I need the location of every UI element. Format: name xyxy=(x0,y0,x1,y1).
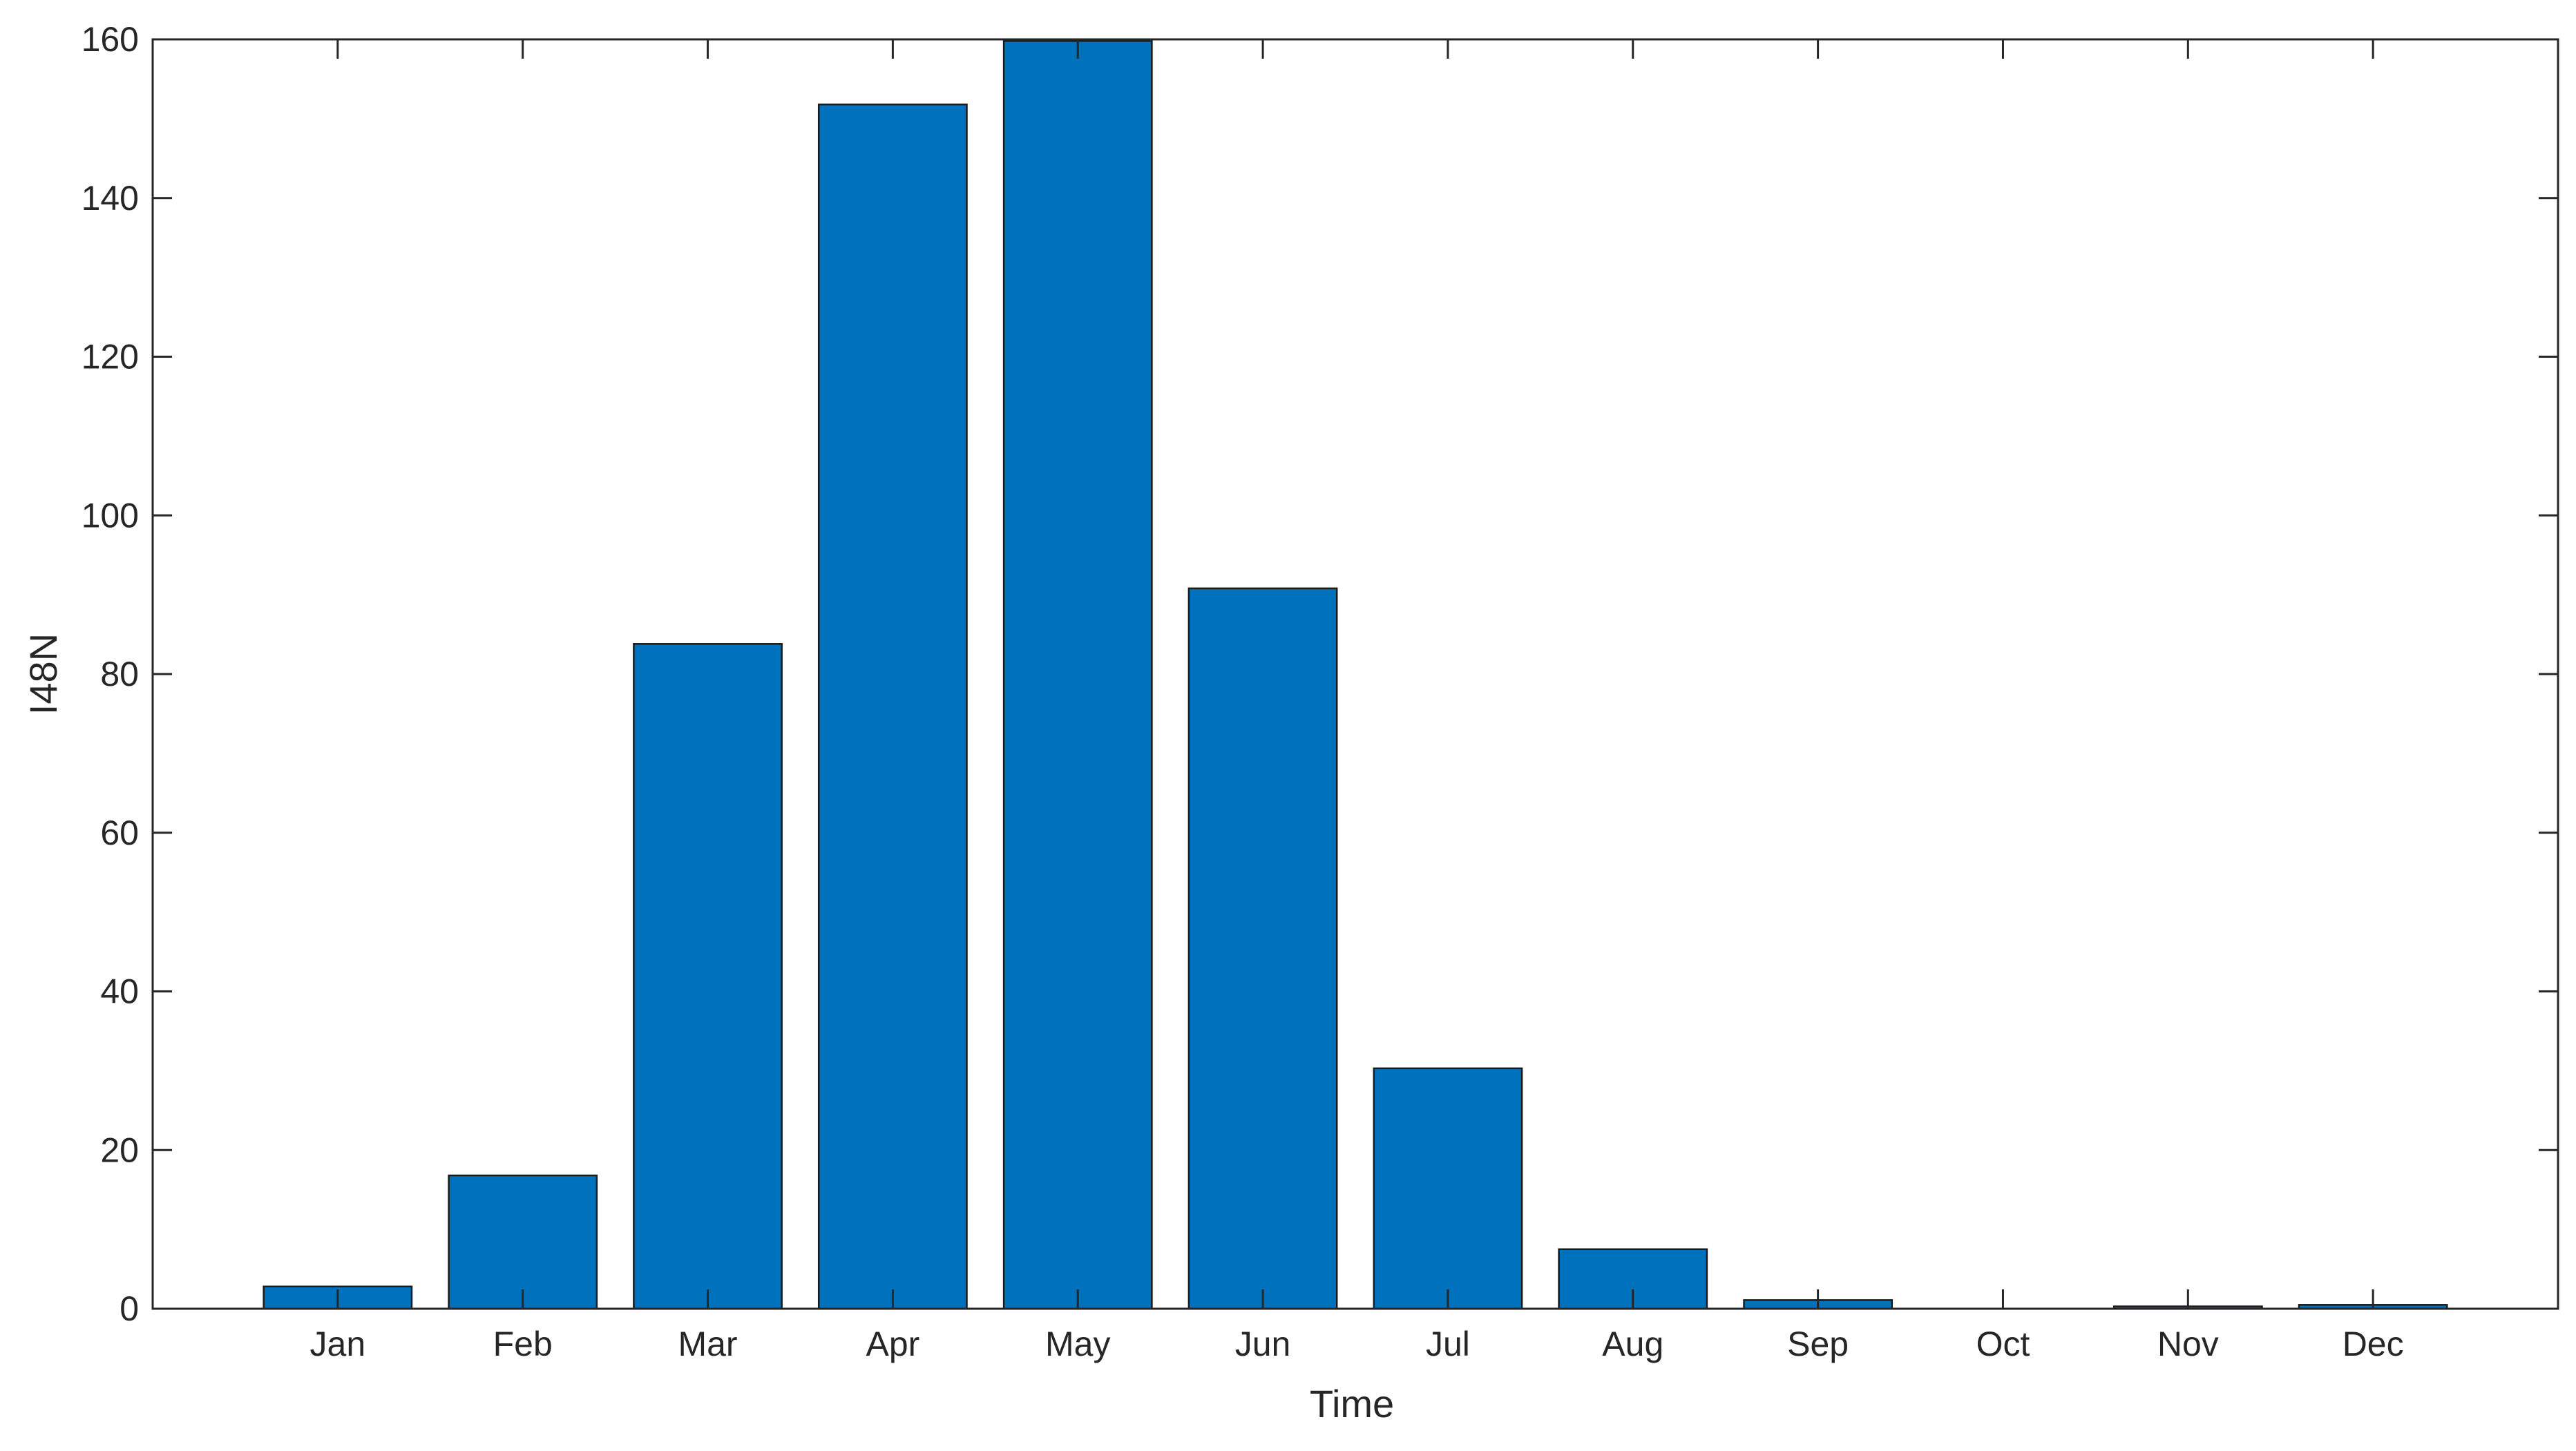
bar-may xyxy=(1002,40,1153,1310)
x-tick-label: Jun xyxy=(1235,1325,1291,1363)
x-tick-label: May xyxy=(1045,1325,1110,1363)
bar-mar xyxy=(633,643,783,1310)
x-tick-label: Mar xyxy=(678,1325,737,1363)
x-tick-label: Jan xyxy=(310,1325,366,1363)
y-tick-label: 20 xyxy=(100,1131,139,1169)
x-tick-label: Aug xyxy=(1602,1325,1663,1363)
x-tick-label: Oct xyxy=(1976,1325,2030,1363)
x-tick-label: Sep xyxy=(1787,1325,1849,1363)
y-tick-label: 60 xyxy=(100,814,139,852)
ticks-group xyxy=(153,38,2558,1310)
plot-frame xyxy=(151,38,2559,1310)
y-tick-label: 100 xyxy=(82,496,139,535)
bar-jul xyxy=(1373,1067,1523,1310)
x-tick-label: Nov xyxy=(2157,1325,2219,1363)
y-tick-label: 120 xyxy=(82,338,139,376)
x-axis-label: Time xyxy=(1310,1382,1394,1425)
bar-apr xyxy=(817,103,968,1310)
plot-background xyxy=(153,39,2558,1309)
y-tick-label: 80 xyxy=(100,655,139,693)
y-tick-label: 160 xyxy=(82,20,139,59)
y-tick-label: 140 xyxy=(82,179,139,218)
y-tick-labels: 0 20 40 60 80 100 120 140 160 xyxy=(82,20,139,1328)
x-tick-label: Feb xyxy=(493,1325,553,1363)
x-tick-label: Apr xyxy=(866,1325,919,1363)
x-tick-label: Dec xyxy=(2343,1325,2404,1363)
y-tick-label: 0 xyxy=(120,1289,139,1328)
x-tick-label: Jul xyxy=(1426,1325,1470,1363)
y-tick-label: 40 xyxy=(100,972,139,1011)
x-tick-labels: Jan Feb Mar Apr May Jun Jul Aug Sep Oct Nov Dec xyxy=(310,1325,2404,1363)
bar-jun xyxy=(1187,587,1338,1310)
bar-feb xyxy=(448,1174,598,1310)
bars-group xyxy=(263,40,2448,1310)
y-axis-label: I48N xyxy=(21,633,65,715)
